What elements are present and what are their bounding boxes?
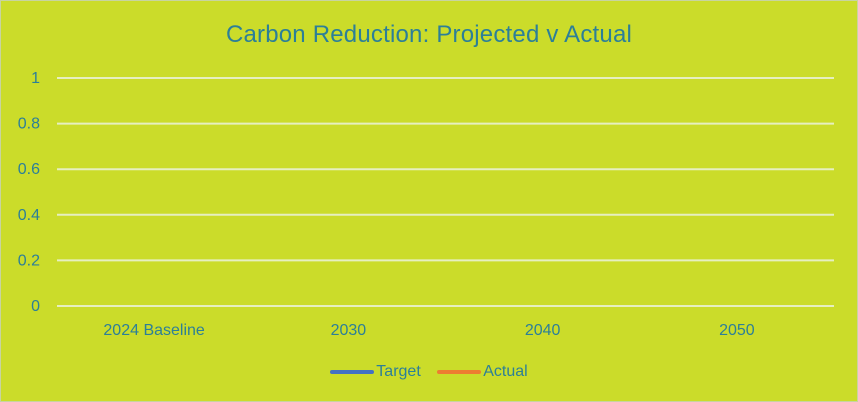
legend-label-actual: Actual	[483, 363, 528, 380]
y-tick-label: 0.8	[18, 116, 40, 133]
x-tick-label: 2040	[525, 322, 561, 339]
y-tick-label: 1	[31, 70, 40, 87]
legend-item-actual: Actual	[437, 363, 528, 381]
x-tick-label: 2050	[719, 322, 755, 339]
y-tick-label: 0	[31, 298, 40, 315]
y-tick-label: 0.4	[18, 207, 40, 224]
x-tick-label: 2024 Baseline	[103, 322, 205, 339]
x-tick-label: 2030	[331, 322, 367, 339]
legend-label-target: Target	[376, 363, 421, 380]
y-tick-label: 0.2	[18, 252, 40, 269]
legend-item-target: Target	[330, 363, 421, 381]
legend-swatch-actual	[437, 370, 482, 374]
legend: Target Actual	[1, 361, 857, 381]
y-tick-label: 0.6	[18, 161, 40, 178]
chart-title: Carbon Reduction: Projected v Actual	[225, 21, 633, 48]
legend-swatch-target	[330, 370, 375, 374]
